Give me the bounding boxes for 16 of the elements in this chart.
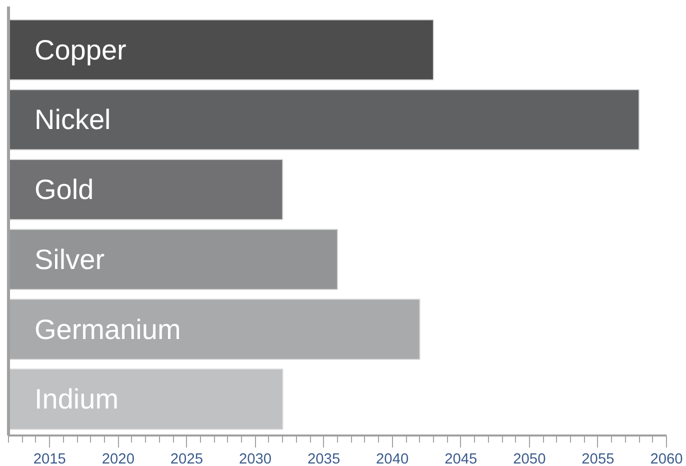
x-tick-label: 2050: [513, 452, 546, 466]
x-tick-label: 2030: [238, 452, 272, 466]
y-tick-label: Gold: [34, 174, 94, 206]
y-tick-label: Copper: [34, 34, 126, 66]
y-tick-label: Nickel: [34, 104, 111, 136]
x-tick-label: 2020: [102, 452, 134, 466]
x-tick-label: 2035: [307, 452, 340, 466]
y-tick-label: Indium: [34, 384, 119, 415]
y-tick-label: Silver: [34, 244, 105, 275]
x-tick-label: 2045: [444, 452, 478, 466]
x-tick-label: 2040: [376, 452, 409, 466]
x-tick-label: 2015: [33, 452, 66, 466]
x-tick-label: 2055: [582, 452, 614, 466]
y-tick-label: Germanium: [34, 314, 181, 345]
x-tick-label: 2060: [650, 452, 683, 466]
x-tick-label: 2025: [170, 452, 204, 466]
